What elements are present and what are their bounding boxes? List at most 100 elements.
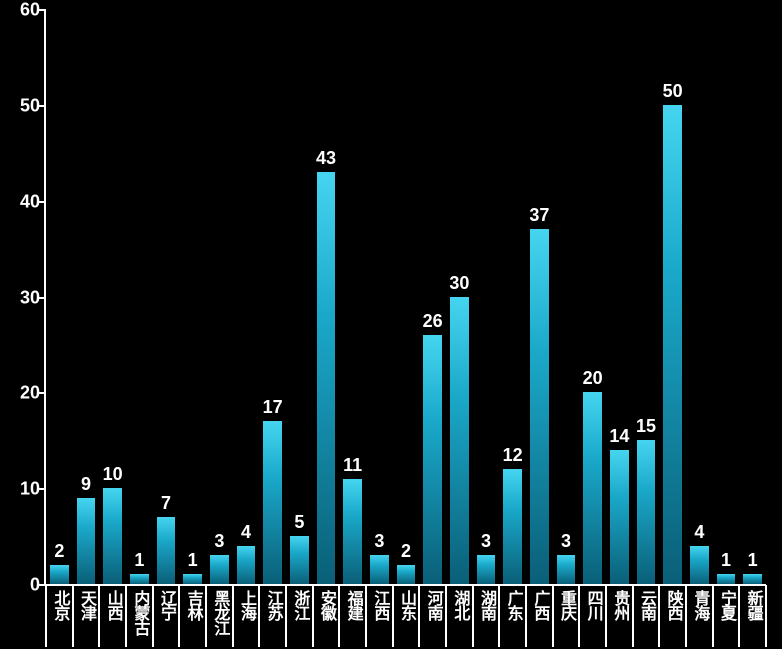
bar-slot: 26 (419, 10, 446, 585)
bar-slot: 4 (233, 10, 260, 585)
bar (370, 555, 389, 584)
x-label-slot: 黑龙江 (206, 586, 233, 635)
bar-value-label: 2 (54, 541, 64, 562)
bar (583, 392, 602, 584)
bar (290, 536, 309, 584)
bar-slot: 1 (739, 10, 766, 585)
x-category-label: 山东 (398, 590, 414, 620)
bar-value-label: 15 (636, 416, 656, 437)
bar-slot: 2 (393, 10, 420, 585)
x-label-slot: 陕西 (659, 586, 686, 620)
bar (557, 555, 576, 584)
bar-slot: 50 (659, 10, 686, 585)
x-category-label: 广东 (505, 590, 521, 620)
bar (317, 172, 336, 584)
x-category-label: 宁夏 (718, 590, 734, 620)
bar-value-label: 26 (423, 311, 443, 332)
bar (690, 546, 709, 584)
x-label-slot: 广西 (526, 586, 553, 620)
x-label-slot: 浙江 (286, 586, 313, 620)
bar-slot: 3 (206, 10, 233, 585)
bar (637, 440, 656, 584)
x-category-label: 上海 (238, 590, 254, 620)
y-tick-label: 20 (4, 383, 40, 404)
bar-value-label: 5 (294, 512, 304, 533)
bar (503, 469, 522, 584)
x-label-slot: 新疆 (739, 586, 766, 620)
y-tick-label: 30 (4, 287, 40, 308)
bar-value-label: 3 (481, 531, 491, 552)
x-label-slot: 江苏 (259, 586, 286, 620)
bar-value-label: 2 (401, 541, 411, 562)
x-category-label: 黑龙江 (211, 590, 227, 635)
x-labels: 北京天津山西内蒙古辽宁吉林黑龙江上海江苏浙江安徽福建江西山东河南湖北湖南广东广西… (46, 586, 766, 646)
bar-slot: 2 (46, 10, 73, 585)
x-label-slot: 上海 (233, 586, 260, 620)
x-category-label: 陕西 (665, 590, 681, 620)
bar (423, 335, 442, 584)
bar (157, 517, 176, 584)
x-label-slot: 河南 (419, 586, 446, 620)
x-category-label: 北京 (51, 590, 67, 620)
x-label-slot: 福建 (339, 586, 366, 620)
bar-slot: 15 (633, 10, 660, 585)
x-category-label: 内蒙古 (131, 590, 147, 635)
x-label-slot: 青海 (686, 586, 713, 620)
bar (103, 488, 122, 584)
bar (343, 479, 362, 584)
bar-value-label: 20 (583, 368, 603, 389)
y-tick-label: 60 (4, 0, 40, 21)
bar-value-label: 4 (694, 522, 704, 543)
x-label-slot: 贵州 (606, 586, 633, 620)
x-category-label: 青海 (691, 590, 707, 620)
bar-value-label: 43 (316, 148, 336, 169)
bars-area: 291017134175431132263031237320141550411 (46, 10, 766, 585)
bar-value-label: 4 (241, 522, 251, 543)
bar (717, 574, 736, 584)
y-tick-label: 10 (4, 479, 40, 500)
bar (530, 229, 549, 584)
bar (610, 450, 629, 584)
bar-value-label: 3 (561, 531, 571, 552)
x-category-label: 浙江 (291, 590, 307, 620)
bar-value-label: 50 (663, 81, 683, 102)
bar-value-label: 17 (263, 397, 283, 418)
x-category-label: 福建 (345, 590, 361, 620)
y-tick-label: 40 (4, 191, 40, 212)
y-tick-label: 0 (4, 575, 40, 596)
bar-value-label: 11 (343, 455, 362, 476)
bar-slot: 17 (259, 10, 286, 585)
x-category-label: 重庆 (558, 590, 574, 620)
bar (477, 555, 496, 584)
x-category-label: 吉林 (185, 590, 201, 620)
bar-value-label: 10 (103, 464, 123, 485)
bar-value-label: 9 (81, 474, 91, 495)
bar-value-label: 3 (374, 531, 384, 552)
bar-slot: 14 (606, 10, 633, 585)
bar-value-label: 1 (134, 550, 144, 571)
x-label-slot: 四川 (579, 586, 606, 620)
x-label-slot: 宁夏 (713, 586, 740, 620)
bar (210, 555, 229, 584)
bar-value-label: 3 (214, 531, 224, 552)
bar-slot: 7 (153, 10, 180, 585)
bar-slot: 10 (99, 10, 126, 585)
x-category-label: 新疆 (745, 590, 761, 620)
x-category-label: 四川 (585, 590, 601, 620)
bar-slot: 43 (313, 10, 340, 585)
bar-value-label: 1 (748, 550, 758, 571)
x-label-slot: 山西 (99, 586, 126, 620)
x-category-label: 贵州 (611, 590, 627, 620)
bar (237, 546, 256, 584)
x-category-label: 安徽 (318, 590, 334, 620)
x-category-label: 山西 (105, 590, 121, 620)
x-category-label: 辽宁 (158, 590, 174, 620)
bar (397, 565, 416, 584)
x-label-slot: 广东 (499, 586, 526, 620)
x-label-slot: 安徽 (313, 586, 340, 620)
bar-value-label: 37 (529, 205, 549, 226)
bar-slot: 9 (73, 10, 100, 585)
bar-value-label: 7 (161, 493, 171, 514)
x-category-label: 江苏 (265, 590, 281, 620)
bar-slot: 11 (339, 10, 366, 585)
